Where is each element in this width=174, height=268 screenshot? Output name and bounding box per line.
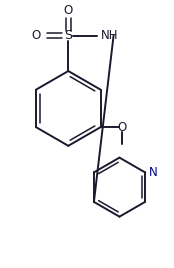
- Text: NH: NH: [101, 29, 118, 42]
- Text: N: N: [149, 166, 158, 179]
- Text: O: O: [118, 121, 127, 134]
- Text: S: S: [64, 29, 72, 42]
- Text: O: O: [64, 5, 73, 17]
- Text: O: O: [31, 29, 41, 42]
